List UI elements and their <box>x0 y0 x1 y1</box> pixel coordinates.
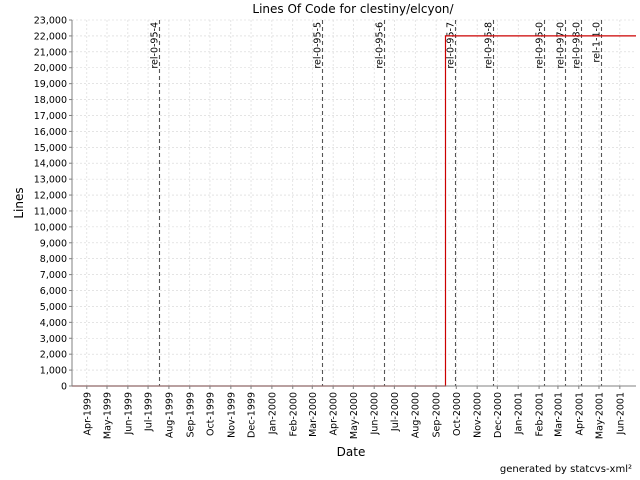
x-tick-label: Jul-2000 <box>390 392 401 432</box>
x-tick-label: Aug-2000 <box>411 392 422 438</box>
y-tick-label: 8,000 <box>40 254 67 265</box>
y-tick-label: 13,000 <box>34 175 67 186</box>
release-marker-label: rel-0-95-4 <box>150 22 161 69</box>
plot-area <box>72 20 636 386</box>
x-tick-label: Apr-1999 <box>82 392 93 435</box>
x-tick-label: Dec-1999 <box>247 392 258 438</box>
y-tick-label: 19,000 <box>34 79 67 90</box>
x-tick-label: Mar-2001 <box>553 392 564 437</box>
x-tick-label: May-2000 <box>349 392 360 439</box>
y-tick-label: 15,000 <box>34 143 67 154</box>
y-tick-label: 23,000 <box>34 16 67 27</box>
x-tick-label: May-1999 <box>102 392 113 439</box>
release-marker-label: rel-0-97-0 <box>556 22 567 69</box>
y-tick-label: 21,000 <box>34 47 67 58</box>
x-tick-label: Apr-2001 <box>574 392 585 435</box>
release-marker-label: rel-1-1-0 <box>592 22 603 63</box>
x-tick-label: Dec-2000 <box>493 392 504 438</box>
y-tick-label: 10,000 <box>34 222 67 233</box>
generated-by-footer: generated by statcvs-xml² <box>499 464 632 475</box>
grid <box>72 19 636 386</box>
x-tick-label: May-2001 <box>594 392 605 439</box>
x-tick-label: Feb-2001 <box>535 392 546 436</box>
y-axis-label: Lines <box>12 187 26 218</box>
x-tick-label: Oct-2000 <box>452 392 463 436</box>
y-tick-label: 3,000 <box>40 334 67 345</box>
x-axis-label: Date <box>337 445 366 459</box>
x-tick-label: Jun-2001 <box>615 392 626 435</box>
y-tick-label: 0 <box>61 382 67 393</box>
release-marker-label: rel-0-98-0 <box>572 22 583 69</box>
chart-title: Lines Of Code for clestiny/elcyon/ <box>252 2 454 16</box>
x-tick-label: Sep-2000 <box>432 392 443 438</box>
y-tick-label: 16,000 <box>34 127 67 138</box>
x-tick-label: Jan-2001 <box>514 392 525 435</box>
y-tick-label: 14,000 <box>34 159 67 170</box>
x-tick-label: Sep-1999 <box>185 392 196 438</box>
y-tick-label: 12,000 <box>34 191 67 202</box>
y-tick-label: 17,000 <box>34 111 67 122</box>
release-marker-label: rel-0-95-0 <box>535 22 546 69</box>
release-marker-label: rel-0-95-5 <box>313 22 324 69</box>
y-tick-label: 22,000 <box>34 31 67 42</box>
y-axis-ticks: 0 1,000 2,000 3,000 4,000 5,000 6,000 7,000 8,00… <box>34 16 72 393</box>
x-tick-label: Jul-1999 <box>144 392 155 432</box>
axes <box>71 20 636 387</box>
x-tick-label: Apr-2000 <box>329 392 340 435</box>
x-tick-label: Aug-1999 <box>164 392 175 438</box>
x-tick-label: Jun-2000 <box>370 392 381 435</box>
x-tick-label: Oct-1999 <box>205 392 216 436</box>
x-tick-label: Jan-2000 <box>267 392 278 435</box>
release-marker-label: rel-0-95-6 <box>375 22 386 69</box>
x-tick-label: Nov-1999 <box>226 392 237 438</box>
release-markers: rel-0-95-4 rel-0-95-5 rel-0-95-6 rel-0-95-7… <box>150 20 603 386</box>
x-tick-label: Mar-2000 <box>308 392 319 437</box>
y-tick-label: 18,000 <box>34 95 67 106</box>
x-tick-label: Nov-2000 <box>473 392 484 438</box>
x-axis-ticks: Apr-1999 May-1999 Jun-1999 Jul-1999 Aug-1999… <box>82 386 626 439</box>
y-tick-label: 20,000 <box>34 63 67 74</box>
y-tick-label: 5,000 <box>40 302 67 313</box>
release-marker-label: rel-0-95-7 <box>446 22 457 69</box>
y-tick-label: 6,000 <box>40 286 67 297</box>
y-tick-label: 11,000 <box>34 206 67 217</box>
y-tick-label: 2,000 <box>40 350 67 361</box>
y-tick-label: 4,000 <box>40 318 67 329</box>
x-tick-label: Jun-1999 <box>123 392 134 435</box>
y-tick-label: 7,000 <box>40 270 67 281</box>
y-tick-label: 9,000 <box>40 238 67 249</box>
x-tick-label: Feb-2000 <box>288 392 299 436</box>
y-tick-label: 1,000 <box>40 366 67 377</box>
release-marker-label: rel-0-95-8 <box>484 22 495 69</box>
